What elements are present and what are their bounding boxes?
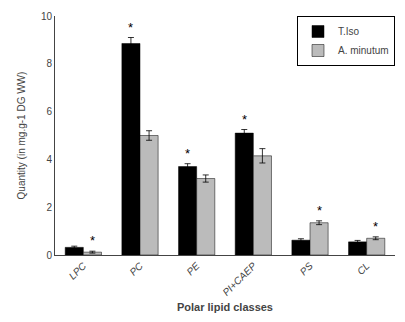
svg-text:*: * (128, 20, 133, 35)
svg-text:*: * (185, 146, 190, 161)
svg-text:4: 4 (46, 154, 52, 165)
svg-text:6: 6 (46, 106, 52, 117)
svg-text:*: * (317, 203, 322, 218)
svg-text:Quantity (in mg.g-1 DG WW): Quantity (in mg.g-1 DG WW) (16, 72, 27, 200)
svg-text:0: 0 (46, 250, 52, 261)
svg-text:*: * (373, 219, 378, 234)
svg-text:PE: PE (184, 260, 201, 277)
svg-text:*: * (90, 233, 95, 248)
svg-text:8: 8 (46, 58, 52, 69)
svg-text:PS: PS (298, 260, 315, 277)
svg-text:PI+CAEP: PI+CAEP (220, 260, 258, 298)
svg-text:10: 10 (41, 11, 53, 22)
svg-text:T.Iso: T.Iso (338, 26, 360, 37)
svg-text:LPC: LPC (67, 260, 89, 282)
svg-text:A. minutum: A. minutum (338, 45, 389, 56)
svg-text:CL: CL (355, 260, 372, 277)
svg-text:*: * (242, 112, 247, 127)
svg-text:2: 2 (46, 202, 52, 213)
svg-text:PC: PC (127, 260, 145, 278)
svg-text:Polar lipid classes: Polar lipid classes (177, 301, 273, 313)
